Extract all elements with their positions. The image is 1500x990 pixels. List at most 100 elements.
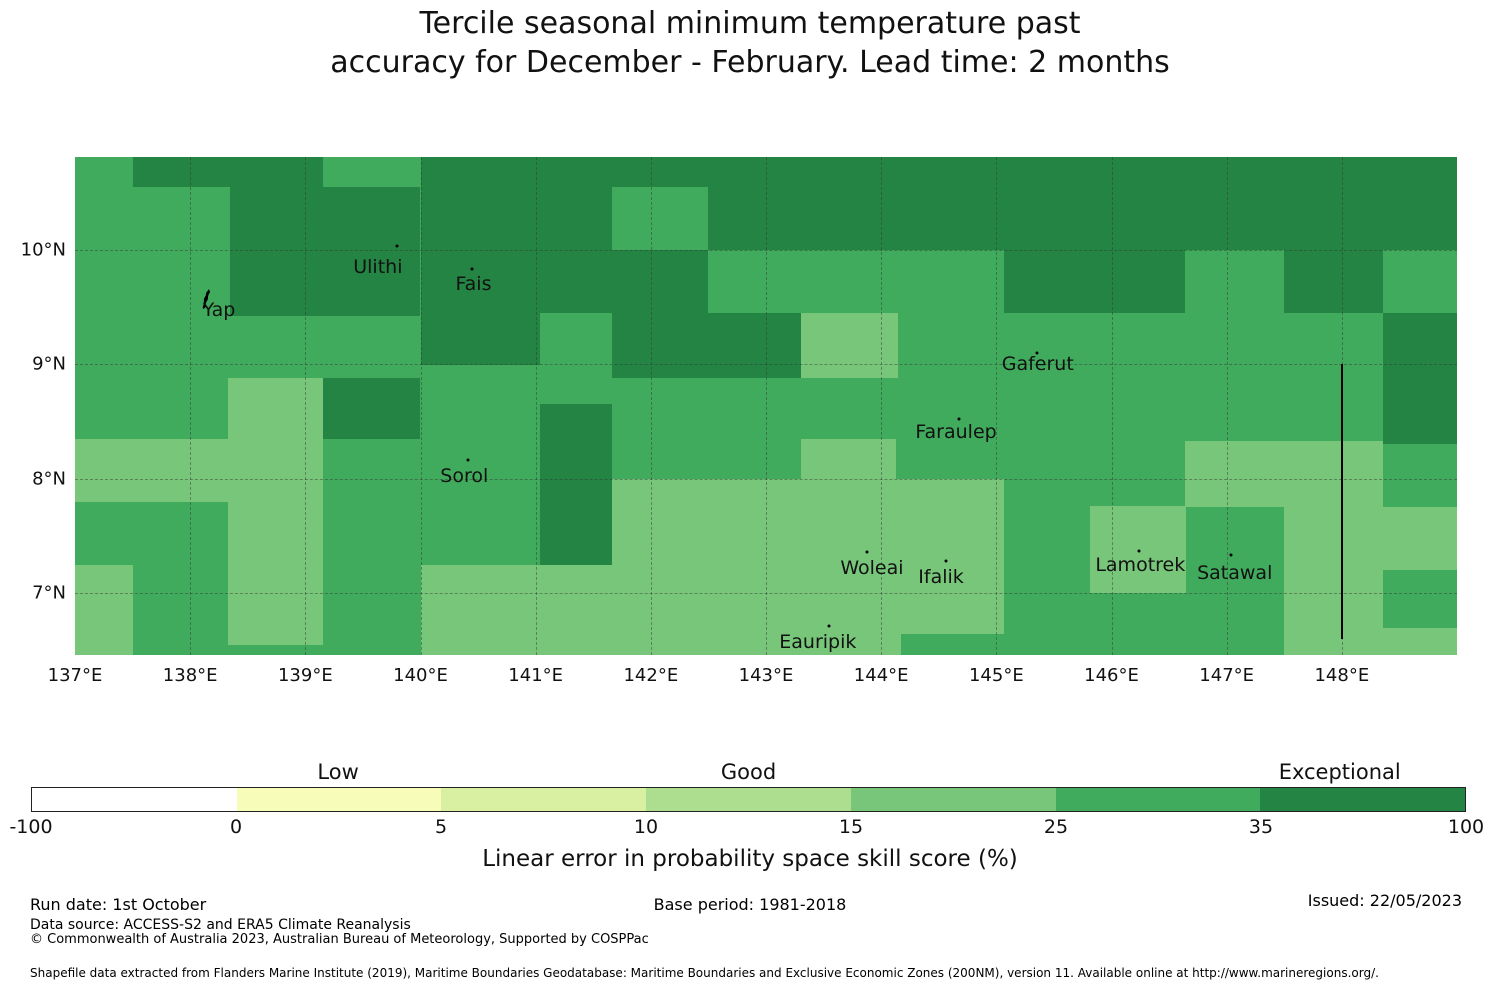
island-label: Ifalik [918, 566, 964, 589]
grid-cell-patch [322, 377, 421, 439]
colorbar-axis-label: Linear error in probability space skill … [482, 846, 1018, 872]
colorbar-category-label: Good [720, 760, 777, 784]
grid-cell-patch [420, 564, 612, 655]
colorbar-category-label: Low [317, 760, 359, 784]
parallel-gridline [75, 593, 1457, 595]
grid-cell-patch [800, 312, 899, 378]
map-panel: Yap Ulithi Fais Gaferut Faraulep Sorol Woleai I… [75, 157, 1457, 655]
colorbar-segment [441, 788, 647, 811]
island-dot [395, 244, 399, 248]
grid-cell-patch [75, 438, 323, 502]
x-tick-label: 144°E [853, 665, 909, 686]
parallel-gridline [75, 249, 1457, 251]
colorbar-tick-label: 0 [229, 816, 243, 838]
colorbar-segment [1055, 788, 1261, 811]
grid-cell-patch [420, 249, 541, 366]
island-label: Faraulep [915, 420, 997, 443]
meridian-gridline [305, 157, 307, 655]
island-dot [944, 559, 948, 563]
meridian-gridline [766, 157, 767, 655]
grid-cell-patch [420, 157, 1457, 250]
chart-title: Tercile seasonal minimum temperature pas… [0, 4, 1500, 82]
colorbar-tick-label: 15 [838, 816, 864, 838]
parallel-gridline [75, 364, 1457, 366]
grid-cell-patch [1383, 312, 1457, 445]
y-tick-label: 7°N [32, 582, 66, 604]
island-dot [957, 417, 961, 421]
meridian-gridline [420, 157, 422, 655]
colorbar-tick-label: -100 [9, 816, 53, 838]
island-label: Fais [455, 273, 492, 296]
meridian-gridline [190, 157, 192, 655]
grid-cell-patch [611, 478, 1005, 655]
meridian-gridline [881, 157, 883, 655]
x-tick-label: 146°E [1084, 665, 1139, 686]
grid-cell-patch [228, 377, 323, 439]
chart-title-line2: accuracy for December - February. Lead t… [330, 45, 1170, 80]
footer-shapefile-note: Shapefile data extracted from Flanders M… [30, 966, 1379, 980]
grid-cell-patch [132, 157, 323, 187]
y-axis-tick-labels: 10°N 9°N 8°N 7°N [0, 157, 66, 655]
island-shape-yap [200, 288, 212, 314]
meridian-gridline [650, 157, 652, 655]
island-label: Sorol [440, 465, 489, 488]
footer-issued-date: Issued: 22/05/2023 [1307, 891, 1462, 910]
colorbar [31, 787, 1466, 812]
colorbar-segment [236, 788, 442, 811]
chart-title-line1: Tercile seasonal minimum temperature pas… [419, 6, 1081, 41]
island-dot [1229, 553, 1233, 557]
colorbar-tick-labels: -100 0 5 10 15 25 35 100 [9, 816, 1484, 840]
x-tick-label: 148°E [1314, 665, 1370, 686]
meridian-gridline [1111, 157, 1113, 655]
island-dot [1137, 549, 1141, 553]
x-tick-label: 142°E [623, 665, 679, 686]
x-axis-tick-labels: 137°E 138°E 139°E 140°E 141°E 142°E 143°E 144°E… [48, 665, 1457, 691]
grid-cell-patch [1004, 249, 1186, 313]
colorbar-tick-label: 5 [434, 816, 448, 838]
meridian-gridline [996, 157, 998, 655]
island-label: Gaferut [1001, 353, 1074, 376]
meridian-gridline [1226, 157, 1228, 655]
colorbar-segment [32, 788, 237, 811]
grid-cell-patch [540, 249, 709, 313]
island-label: Woleai [840, 556, 904, 579]
grid-cell-patch [1185, 440, 1384, 508]
island-dot [470, 267, 474, 271]
eez-boundary-line [1340, 364, 1343, 639]
x-tick-label: 143°E [738, 665, 794, 686]
x-tick-label: 137°E [47, 665, 103, 686]
colorbar-segment [1260, 788, 1466, 811]
grid-cell-patch [1383, 507, 1457, 571]
grid-cell-patch [540, 404, 612, 565]
island-dot [1035, 351, 1039, 355]
island-dot [827, 624, 831, 628]
colorbar-segment [850, 788, 1056, 811]
island-label: Lamotrek [1095, 553, 1186, 576]
footer-copyright: © Commonwealth of Australia 2023, Austra… [30, 932, 649, 947]
footer-base-period: Base period: 1981-2018 [653, 895, 847, 914]
colorbar-category-label: Exceptional [1278, 760, 1401, 784]
x-tick-label: 141°E [508, 665, 564, 686]
y-tick-label: 9°N [32, 353, 66, 375]
x-tick-label: 140°E [393, 665, 448, 686]
grid-cell-patch [800, 438, 897, 479]
y-tick-label: 10°N [20, 239, 66, 261]
colorbar-tick-label: 25 [1043, 816, 1069, 838]
island-label: Yap [202, 299, 236, 322]
colorbar-tick-label: 10 [633, 816, 659, 838]
island-label: Satawal [1197, 561, 1273, 584]
colorbar-category-labels: Low Good Exceptional [31, 760, 1466, 786]
island-label: Ulithi [353, 255, 403, 278]
grid-cell-patch [228, 501, 323, 645]
colorbar-tick-label: 35 [1248, 816, 1274, 838]
grid-cell-patch [611, 312, 801, 378]
meridian-gridline [535, 157, 537, 655]
x-tick-label: 145°E [968, 665, 1024, 686]
grid-cell-patch [1284, 249, 1384, 313]
grid-cell-patch [900, 634, 1005, 655]
grid-cell-patch [75, 564, 133, 655]
grid-cell-patch [1383, 627, 1457, 655]
colorbar-tick-label: 100 [1447, 816, 1485, 838]
y-tick-label: 8°N [32, 468, 66, 490]
